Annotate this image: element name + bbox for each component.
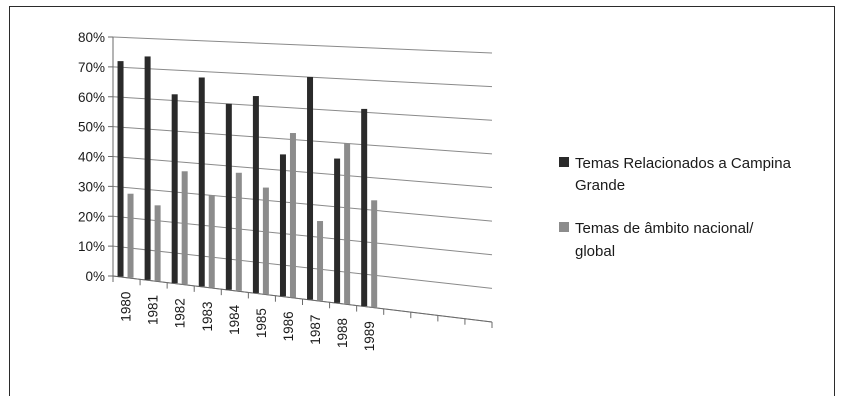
bar-series-1	[225, 103, 232, 290]
bar-series-1	[307, 76, 314, 300]
x-tick-label: 1986	[281, 311, 296, 341]
y-tick-label: 40%	[78, 150, 105, 165]
bar-series-1	[361, 108, 368, 307]
y-tick-label: 50%	[78, 120, 105, 135]
legend-swatch-series-2	[559, 222, 569, 232]
x-tick-label: 1983	[200, 302, 215, 332]
gridline	[112, 215, 493, 256]
legend-label-series-2-line-2: global	[575, 243, 615, 260]
bar-series-1	[198, 77, 205, 287]
x-tick-label: 1980	[119, 292, 134, 322]
legend-label-series-1-line-2: Grande	[575, 177, 625, 194]
gridlines	[108, 36, 493, 323]
bar-series-2	[317, 221, 324, 301]
gridline	[112, 156, 493, 188]
bar-series-2	[208, 195, 215, 288]
x-tick-label: 1988	[335, 318, 350, 348]
x-tick-label: 1982	[173, 298, 188, 328]
y-tick-label: 60%	[78, 90, 105, 105]
x-tick-label: 1985	[254, 308, 269, 338]
y-tick-label: 0%	[85, 269, 105, 284]
gridline	[112, 96, 493, 121]
bar-series-2	[344, 143, 351, 305]
gridline	[112, 66, 493, 88]
bar-series-1	[279, 154, 286, 297]
y-tick-label: 30%	[78, 179, 105, 194]
bar-series-2	[371, 200, 378, 308]
bar-series-2	[154, 205, 161, 282]
x-tick-label: 1987	[308, 315, 323, 345]
bar-series-2	[262, 187, 269, 295]
legend-label-series-1-line-1: Temas Relacionados a Campina	[575, 155, 792, 172]
tick-labels: 0% 10% 20% 30% 40% 50% 60% 70% 80% 1980 1981 1982 19…	[78, 30, 377, 351]
bar-series-1	[171, 94, 178, 284]
x-tick-label: 1981	[146, 295, 161, 325]
bar-series-2	[181, 171, 188, 285]
bar-series-2	[127, 193, 134, 278]
bar-series-1	[144, 56, 151, 280]
legend-label-series-2-line-1: Temas de âmbito nacional/	[575, 220, 754, 237]
gridline	[112, 36, 493, 54]
x-tick-label: 1989	[362, 321, 377, 351]
gridline	[112, 126, 493, 155]
bars	[117, 56, 378, 308]
bar-series-1	[334, 158, 341, 303]
y-tick-label: 10%	[78, 239, 105, 254]
bar-series-2	[235, 172, 242, 291]
gridline	[112, 185, 493, 222]
bar-series-1	[252, 96, 259, 293]
y-tick-label: 70%	[78, 60, 105, 75]
gridline	[112, 245, 493, 289]
legend: Temas Relacionados a Campina Grande Tema…	[559, 155, 792, 260]
bar-series-2	[289, 133, 296, 298]
legend-swatch-series-1	[559, 157, 569, 167]
bar-series-1	[117, 61, 124, 277]
axes	[112, 37, 493, 328]
y-tick-label: 20%	[78, 209, 105, 224]
y-tick-label: 80%	[78, 30, 105, 45]
x-tick-label: 1984	[227, 304, 242, 335]
